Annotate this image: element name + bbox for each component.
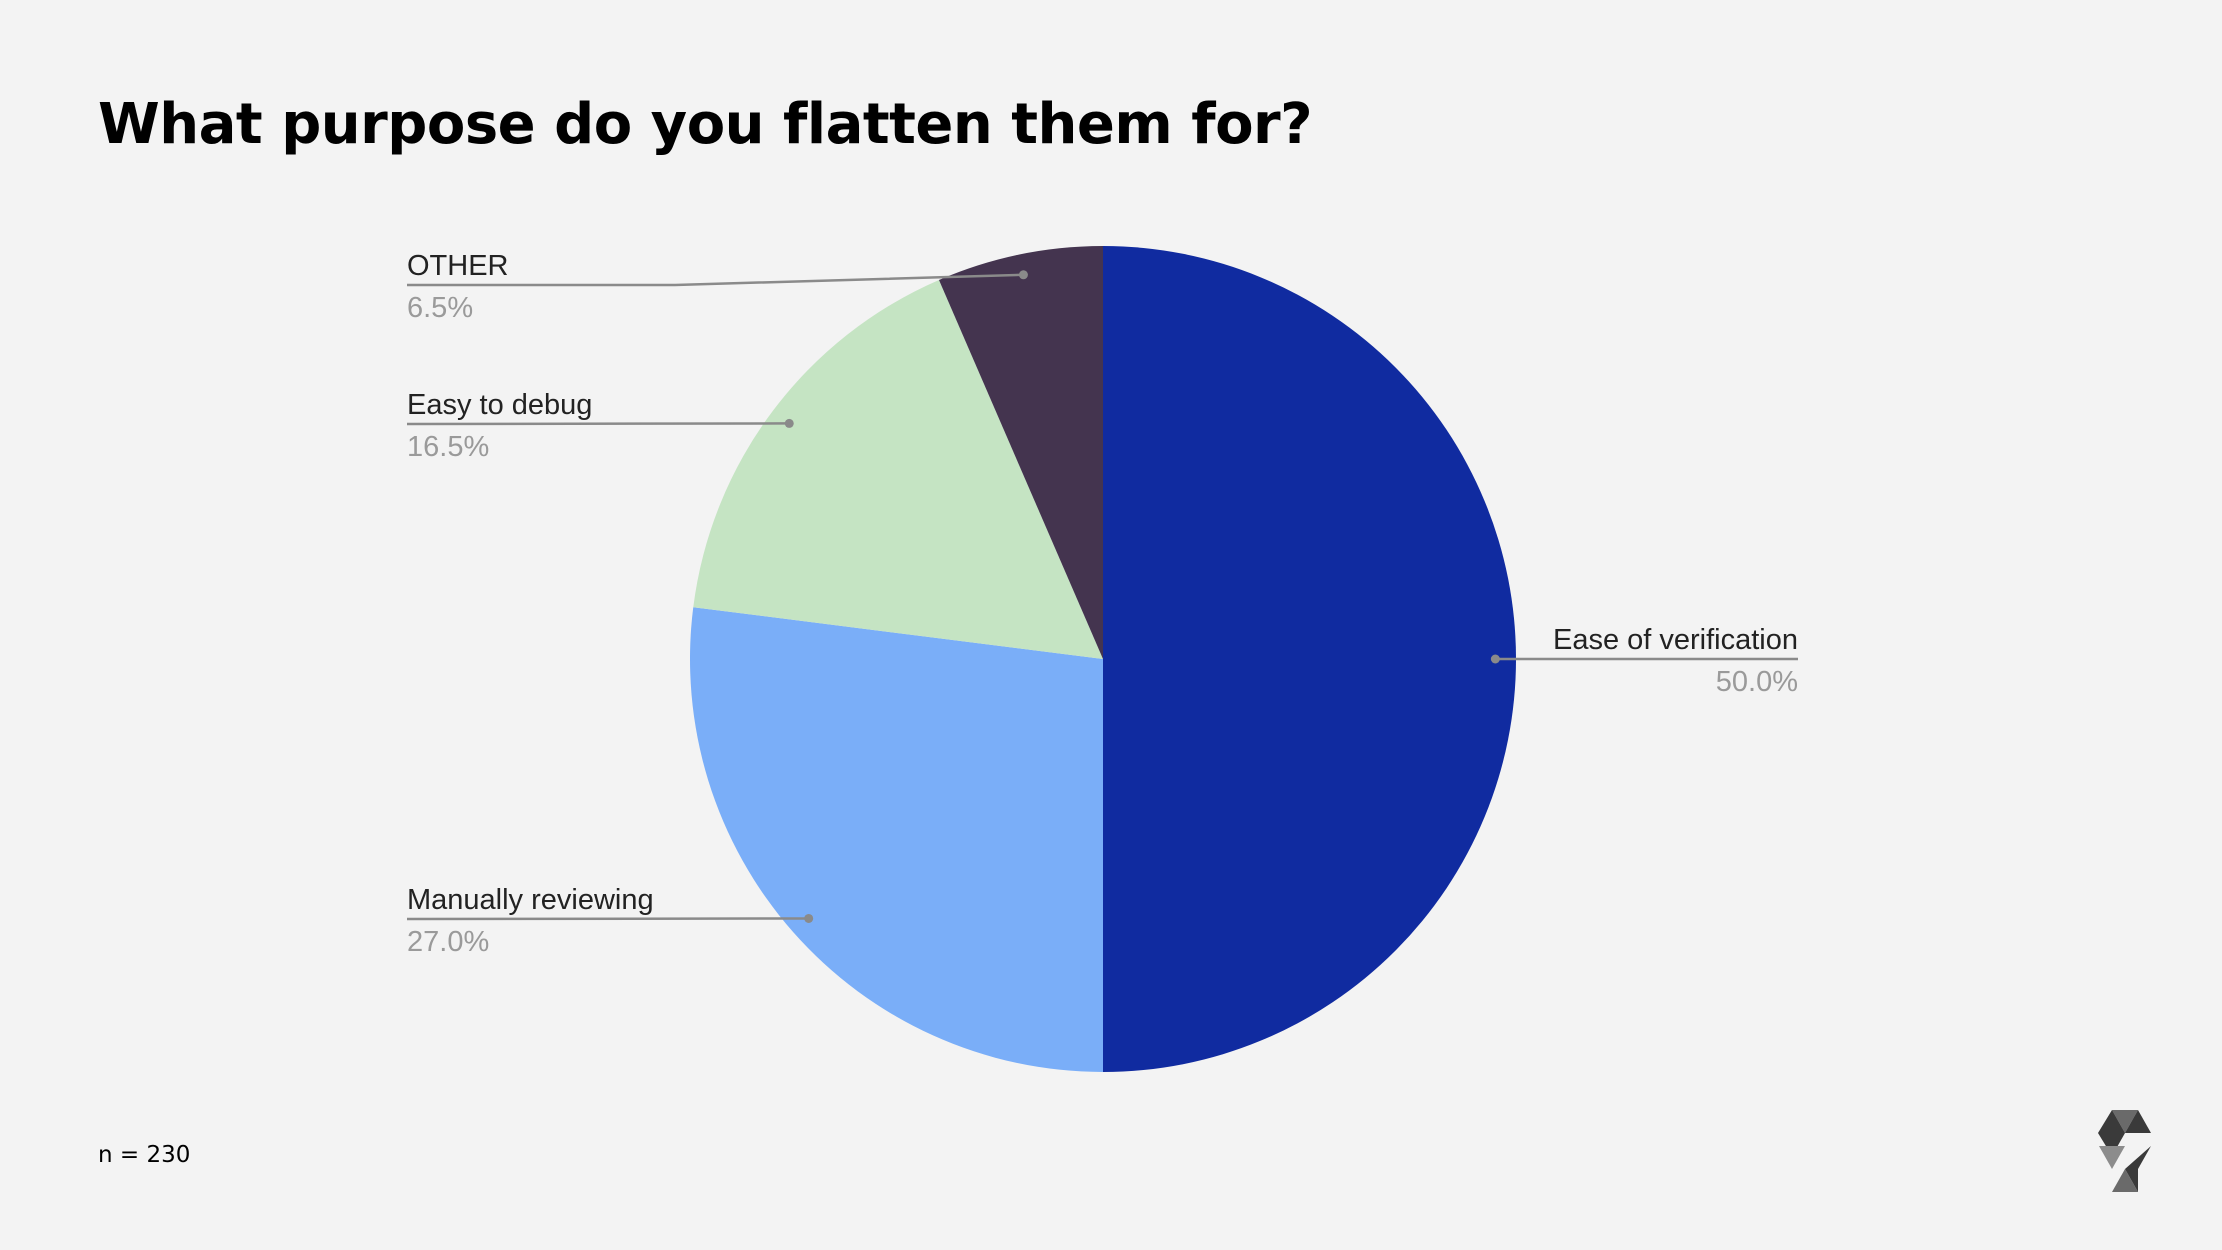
slice-label: Ease of verification [1553, 624, 1798, 656]
page-title: What purpose do you flatten them for? [98, 92, 1313, 157]
slice-value-label: 27.0% [407, 926, 489, 958]
leader-line [406, 422, 790, 426]
logo-facet [2125, 1110, 2151, 1133]
logo-facet [2112, 1169, 2138, 1192]
slice-label: Manually reviewing [407, 884, 654, 916]
leader-dot [1018, 270, 1028, 280]
leader-dot [804, 913, 814, 923]
logo-facet [2112, 1110, 2138, 1133]
leader-line [407, 273, 1024, 287]
logo-facet [2098, 1110, 2125, 1156]
leader-dot [1490, 654, 1500, 664]
pie-callouts: Ease of verification 50.0% Manually review… [406, 250, 1798, 958]
leader-dot [784, 418, 794, 428]
slice-label: Easy to debug [407, 389, 592, 421]
callout-other: OTHER 6.5% [407, 250, 1028, 324]
pie-slice-other [938, 246, 1103, 659]
sample-size-note: n = 230 [98, 1142, 191, 1168]
pie-slices [690, 246, 1516, 1072]
slice-value-label: 6.5% [407, 292, 473, 324]
leader-line [406, 917, 809, 921]
callout-easy-to-debug: Easy to debug 16.5% [406, 389, 794, 463]
callout-ease-of-verification: Ease of verification 50.0% [1490, 624, 1798, 698]
pie-slice-easy-to-debug [693, 279, 1103, 659]
slice-label: OTHER [407, 250, 509, 282]
logo-facet [2099, 1146, 2125, 1169]
slice-value-label: 16.5% [407, 431, 489, 463]
pie-slice-manually-reviewing [690, 607, 1103, 1072]
callout-manually-reviewing: Manually reviewing 27.0% [406, 884, 814, 958]
pie-slice-ease-of-verification [1103, 246, 1516, 1072]
slice-value-label: 50.0% [1716, 666, 1798, 698]
solidity-logo-icon [2098, 1110, 2151, 1192]
